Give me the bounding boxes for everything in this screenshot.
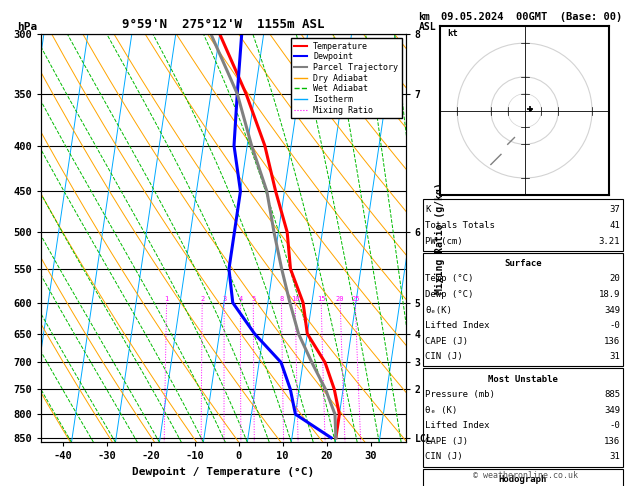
Y-axis label: Mixing Ratio (g/kg): Mixing Ratio (g/kg) xyxy=(435,182,445,294)
Text: 136: 136 xyxy=(604,337,620,346)
Text: 20: 20 xyxy=(610,275,620,283)
Text: CIN (J): CIN (J) xyxy=(425,352,463,361)
Text: 885: 885 xyxy=(604,390,620,399)
Text: Lifted Index: Lifted Index xyxy=(425,321,490,330)
Text: Dewp (°C): Dewp (°C) xyxy=(425,290,474,299)
Text: 3: 3 xyxy=(222,295,226,301)
Text: Most Unstable: Most Unstable xyxy=(487,375,558,383)
Title: 9°59'N  275°12'W  1155m ASL: 9°59'N 275°12'W 1155m ASL xyxy=(122,18,325,32)
Legend: Temperature, Dewpoint, Parcel Trajectory, Dry Adiabat, Wet Adiabat, Isotherm, Mi: Temperature, Dewpoint, Parcel Trajectory… xyxy=(291,38,401,118)
Text: 10: 10 xyxy=(291,295,299,301)
Text: 136: 136 xyxy=(604,437,620,446)
Text: 1: 1 xyxy=(164,295,169,301)
Text: 41: 41 xyxy=(610,221,620,230)
Text: 31: 31 xyxy=(610,352,620,361)
Text: km
ASL: km ASL xyxy=(418,12,436,32)
Text: 31: 31 xyxy=(610,452,620,461)
Text: 25: 25 xyxy=(351,295,360,301)
Text: 20: 20 xyxy=(336,295,345,301)
Text: CAPE (J): CAPE (J) xyxy=(425,437,468,446)
Text: kt: kt xyxy=(447,29,458,38)
Text: 349: 349 xyxy=(604,306,620,314)
Text: Lifted Index: Lifted Index xyxy=(425,421,490,430)
Text: CIN (J): CIN (J) xyxy=(425,452,463,461)
Text: -0: -0 xyxy=(610,421,620,430)
Text: 3.21: 3.21 xyxy=(599,237,620,245)
Text: PW (cm): PW (cm) xyxy=(425,237,463,245)
Text: 5: 5 xyxy=(251,295,255,301)
Text: © weatheronline.co.uk: © weatheronline.co.uk xyxy=(473,471,577,480)
Text: hPa: hPa xyxy=(17,22,37,32)
Text: Hodograph: Hodograph xyxy=(499,475,547,484)
Text: 18.9: 18.9 xyxy=(599,290,620,299)
Text: 8: 8 xyxy=(279,295,284,301)
X-axis label: Dewpoint / Temperature (°C): Dewpoint / Temperature (°C) xyxy=(132,467,314,477)
Text: 37: 37 xyxy=(610,206,620,214)
Text: Temp (°C): Temp (°C) xyxy=(425,275,474,283)
Text: K: K xyxy=(425,206,431,214)
Text: 349: 349 xyxy=(604,406,620,415)
Text: 15: 15 xyxy=(317,295,325,301)
Text: 2: 2 xyxy=(200,295,204,301)
Text: 09.05.2024  00GMT  (Base: 00): 09.05.2024 00GMT (Base: 00) xyxy=(441,12,622,22)
Text: -0: -0 xyxy=(610,321,620,330)
Text: θₑ (K): θₑ (K) xyxy=(425,406,457,415)
Text: CAPE (J): CAPE (J) xyxy=(425,337,468,346)
Text: Totals Totals: Totals Totals xyxy=(425,221,495,230)
Text: Pressure (mb): Pressure (mb) xyxy=(425,390,495,399)
Text: Surface: Surface xyxy=(504,259,542,268)
Text: θₑ(K): θₑ(K) xyxy=(425,306,452,314)
Text: 4: 4 xyxy=(238,295,243,301)
